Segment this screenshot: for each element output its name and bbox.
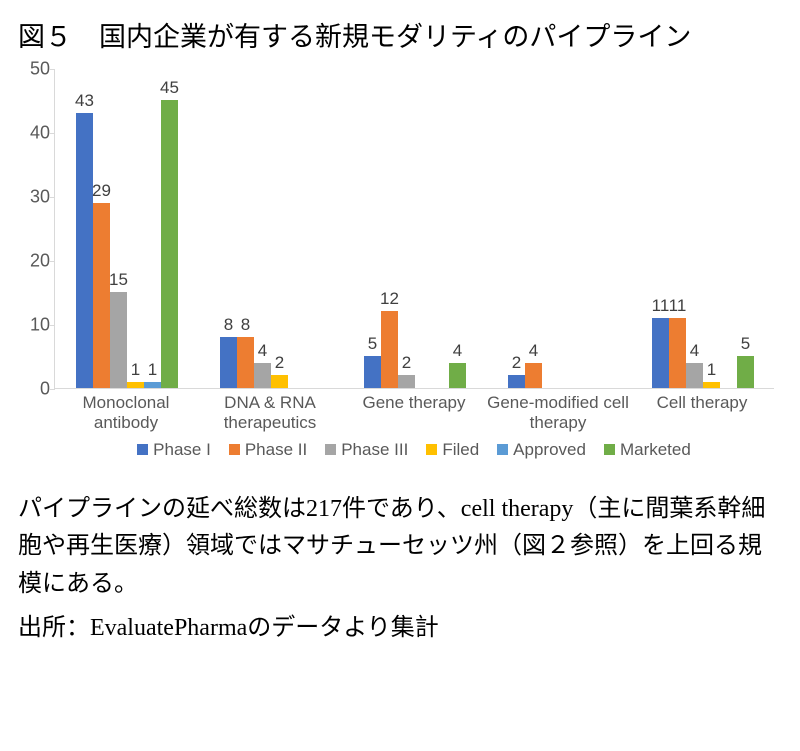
bar: 1 bbox=[127, 382, 144, 388]
y-axis: 01020304050 bbox=[18, 69, 54, 389]
bar-value-label: 15 bbox=[109, 270, 128, 290]
legend-label: Phase II bbox=[245, 441, 307, 458]
bar: 11 bbox=[669, 318, 686, 388]
legend: Phase I Phase II Phase III Filed Approved Mar… bbox=[54, 441, 774, 458]
bar: 5 bbox=[364, 356, 381, 388]
legend-swatch bbox=[426, 444, 437, 455]
figure-title: 図５ 国内企業が有する新規モダリティのパイプライン bbox=[18, 18, 782, 57]
bar-value-label: 5 bbox=[368, 334, 377, 354]
x-axis-labels: Monoclonal antibodyDNA & RNA therapeutic… bbox=[54, 393, 774, 435]
x-tick-label: DNA & RNA therapeutics bbox=[198, 393, 342, 432]
bar: 45 bbox=[161, 100, 178, 388]
bar-value-label: 2 bbox=[275, 353, 284, 373]
bar-value-label: 4 bbox=[258, 341, 267, 361]
bar-group: 4329151145 bbox=[55, 69, 199, 388]
legend-item: Phase II bbox=[229, 441, 307, 458]
bar-value-label: 1 bbox=[148, 360, 157, 380]
legend-item: Phase I bbox=[137, 441, 211, 458]
legend-item: Approved bbox=[497, 441, 586, 458]
bar: 2 bbox=[271, 375, 288, 388]
bar-group: 1111415 bbox=[631, 69, 775, 388]
bar: 11 bbox=[652, 318, 669, 388]
y-tick-label: 0 bbox=[40, 379, 50, 400]
bar: 1 bbox=[144, 382, 161, 388]
bar-value-label: 43 bbox=[75, 91, 94, 111]
y-tick-label: 10 bbox=[30, 315, 50, 336]
legend-label: Phase I bbox=[153, 441, 211, 458]
x-tick-label: Monoclonal antibody bbox=[54, 393, 198, 432]
bar: 5 bbox=[737, 356, 754, 388]
legend-swatch bbox=[604, 444, 615, 455]
bar: 4 bbox=[525, 363, 542, 389]
legend-swatch bbox=[325, 444, 336, 455]
x-tick-label: Gene therapy bbox=[342, 393, 486, 413]
legend-label: Phase III bbox=[341, 441, 408, 458]
legend-label: Filed bbox=[442, 441, 479, 458]
bar: 2 bbox=[508, 375, 525, 388]
bar-value-label: 2 bbox=[512, 353, 521, 373]
y-tick-label: 30 bbox=[30, 187, 50, 208]
legend-swatch bbox=[229, 444, 240, 455]
legend-item: Phase III bbox=[325, 441, 408, 458]
bar: 29 bbox=[93, 203, 110, 389]
bar-chart: 01020304050 4329151145884251224241111415… bbox=[18, 69, 778, 469]
bar: 15 bbox=[110, 292, 127, 388]
bar-value-label: 1 bbox=[131, 360, 140, 380]
bar: 4 bbox=[254, 363, 271, 389]
figure-source: 出所：EvaluatePharmaのデータより集計 bbox=[18, 607, 782, 642]
bar: 12 bbox=[381, 311, 398, 388]
bar-value-label: 2 bbox=[402, 353, 411, 373]
legend-label: Marketed bbox=[620, 441, 691, 458]
bar: 2 bbox=[398, 375, 415, 388]
y-tick-label: 40 bbox=[30, 123, 50, 144]
bar: 1 bbox=[703, 382, 720, 388]
y-tick-label: 20 bbox=[30, 251, 50, 272]
x-tick-label: Cell therapy bbox=[630, 393, 774, 413]
x-tick-label: Gene-modified cell therapy bbox=[486, 393, 630, 432]
bar-group: 24 bbox=[487, 69, 631, 388]
bar: 4 bbox=[686, 363, 703, 389]
legend-swatch bbox=[137, 444, 148, 455]
y-tick-label: 50 bbox=[30, 59, 50, 80]
bar-value-label: 12 bbox=[380, 289, 399, 309]
legend-swatch bbox=[497, 444, 508, 455]
legend-item: Filed bbox=[426, 441, 479, 458]
bar-value-label: 8 bbox=[224, 315, 233, 335]
plot-area: 4329151145884251224241111415 bbox=[54, 69, 774, 389]
bar-value-label: 11 bbox=[669, 296, 687, 316]
bar-value-label: 5 bbox=[741, 334, 750, 354]
bar-group: 51224 bbox=[343, 69, 487, 388]
bar-value-label: 11 bbox=[652, 296, 670, 316]
bar: 8 bbox=[220, 337, 237, 388]
bar-value-label: 45 bbox=[160, 78, 179, 98]
bar: 4 bbox=[449, 363, 466, 389]
figure-caption: パイプラインの延べ総数は217件であり、cell therapy（主に間葉系幹細… bbox=[18, 491, 782, 603]
bar-value-label: 29 bbox=[92, 181, 111, 201]
bar-value-label: 4 bbox=[690, 341, 699, 361]
bar-group: 8842 bbox=[199, 69, 343, 388]
bar: 8 bbox=[237, 337, 254, 388]
legend-label: Approved bbox=[513, 441, 586, 458]
bar-value-label: 4 bbox=[529, 341, 538, 361]
bar-value-label: 1 bbox=[707, 360, 716, 380]
bar: 43 bbox=[76, 113, 93, 388]
bar-value-label: 8 bbox=[241, 315, 250, 335]
legend-item: Marketed bbox=[604, 441, 691, 458]
bar-value-label: 4 bbox=[453, 341, 462, 361]
